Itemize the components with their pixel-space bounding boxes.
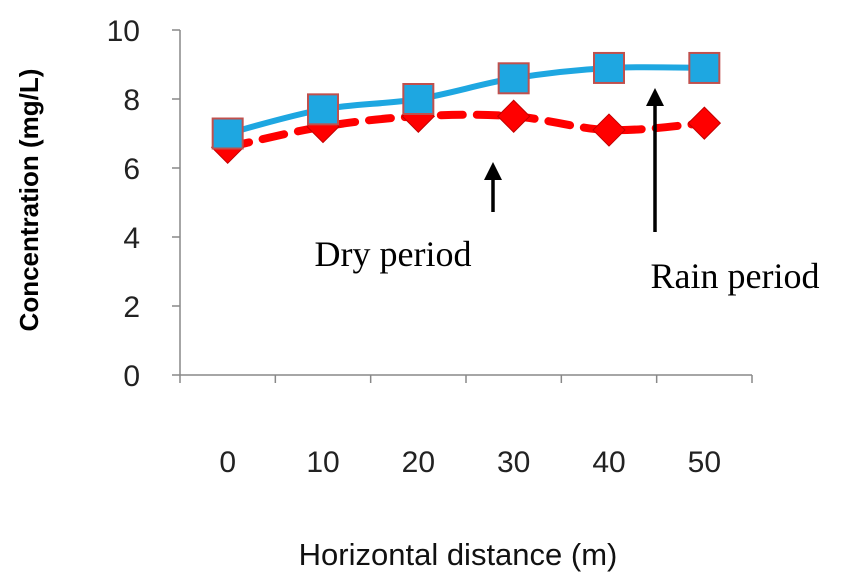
y-axis-title: Concentration (mg/L): [14, 69, 44, 332]
y-tick-label: 10: [107, 15, 140, 48]
dry-period-point: [687, 106, 722, 140]
x-tick-label: 0: [219, 446, 236, 479]
dry-period-line: [223, 110, 709, 152]
chart-annotations: Dry period Rain period: [315, 88, 820, 296]
x-tick-label: 30: [497, 446, 530, 479]
rain-period-point: [688, 51, 721, 84]
x-tick-labels: 0 10 20 30 40 50: [219, 446, 721, 479]
dry-period-annotation: Dry period: [315, 234, 472, 274]
y-tick-label: 6: [123, 153, 140, 186]
dry-period-point: [496, 99, 531, 133]
rain-period-point: [593, 51, 625, 84]
y-tick-labels: 0 2 4 6 8 10: [107, 15, 140, 393]
dry-period-arrow-head: [484, 162, 502, 180]
rain-period-line: [224, 64, 708, 137]
rain-period-arrow-head: [646, 88, 664, 106]
rain-period-point: [402, 83, 435, 115]
rain-period-annotation: Rain period: [651, 256, 820, 296]
x-axis-title: Horizontal distance (m): [299, 537, 618, 572]
x-tick-label: 10: [306, 446, 339, 479]
dry-period-point: [592, 113, 626, 147]
x-tick-label: 20: [402, 446, 435, 479]
y-tick-label: 8: [123, 84, 140, 117]
x-tick-label: 50: [688, 446, 721, 479]
rain-period-point: [211, 117, 244, 150]
y-tick-label: 4: [123, 222, 140, 255]
chart-axes: [172, 29, 753, 383]
rain-period-point: [497, 62, 530, 95]
rain-period-point: [307, 93, 339, 126]
chart-series: [210, 51, 722, 165]
y-tick-label: 0: [123, 360, 140, 393]
y-tick-label: 2: [123, 291, 140, 324]
x-tick-label: 40: [592, 446, 625, 479]
